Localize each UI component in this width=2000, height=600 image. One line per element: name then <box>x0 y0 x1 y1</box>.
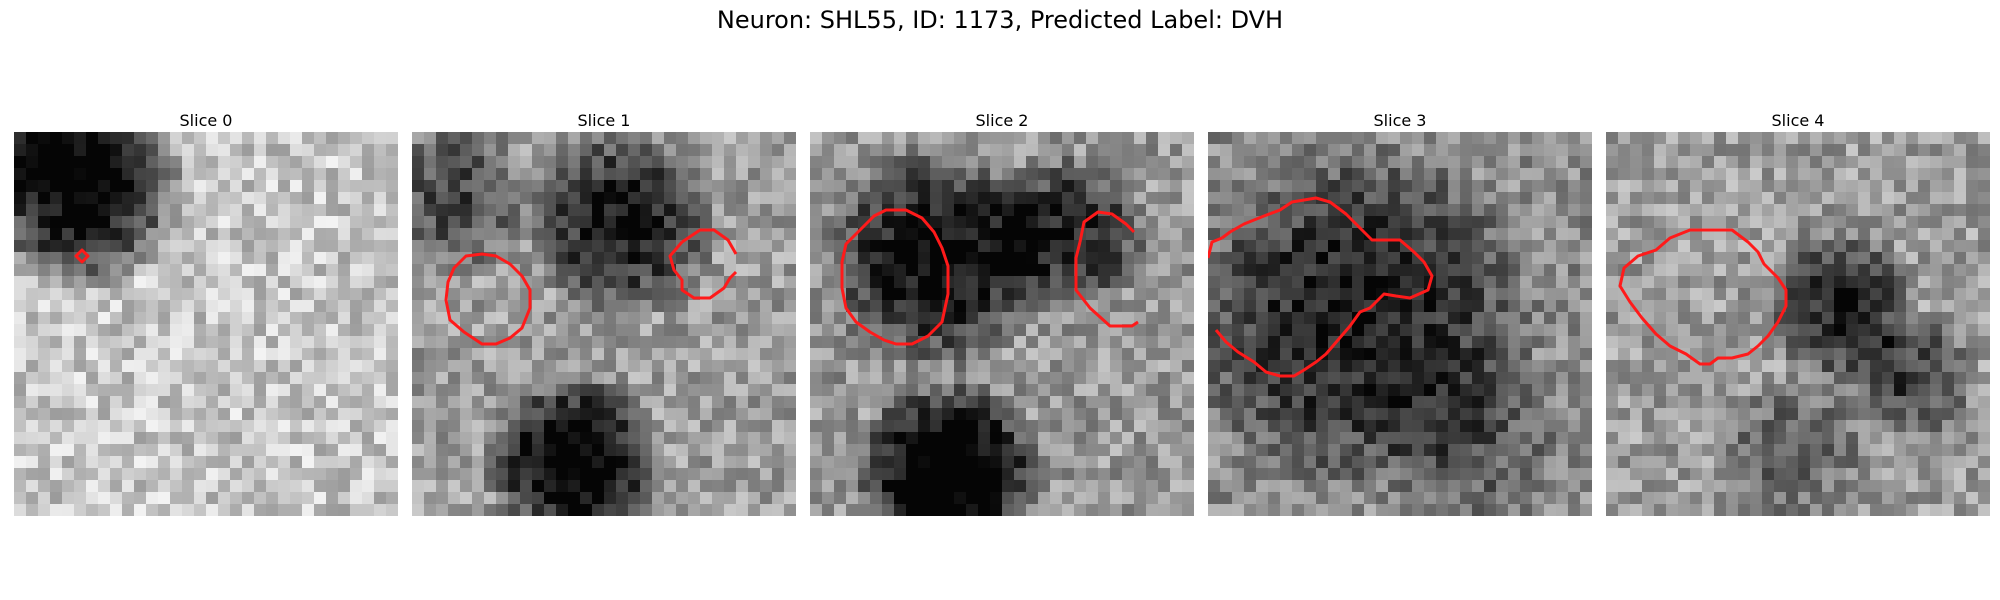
slice-panel-0: Slice 0 <box>14 110 398 516</box>
slice-title: Slice 3 <box>1373 111 1427 130</box>
slice-image <box>1208 132 1592 516</box>
roi-contour <box>1618 228 1788 366</box>
pixel-grid <box>412 132 796 516</box>
roi-contour <box>1214 196 1434 378</box>
slice-image <box>810 132 1194 516</box>
figure-title: Neuron: SHL55, ID: 1173, Predicted Label… <box>716 6 1284 34</box>
slice-title: Slice 1 <box>577 111 631 130</box>
slice-image <box>412 132 796 516</box>
roi-contour <box>1074 210 1139 328</box>
roi-contour <box>1208 236 1223 259</box>
pixel-grid <box>14 132 398 516</box>
roi-contour <box>74 248 90 264</box>
slice-image <box>1606 132 1990 516</box>
roi-contour <box>444 252 532 346</box>
slice-panel-1: Slice 1 <box>412 110 796 516</box>
pixel-grid <box>1606 132 1990 516</box>
pixel-grid <box>810 132 1194 516</box>
slice-title: Slice 2 <box>975 111 1029 130</box>
slice-title: Slice 0 <box>179 111 233 130</box>
slice-panel-2: Slice 2 <box>810 110 1194 516</box>
slice-title: Slice 4 <box>1771 111 1825 130</box>
slice-panel-3: Slice 3 <box>1208 110 1592 516</box>
pixel-grid <box>1208 132 1592 516</box>
slice-image <box>14 132 398 516</box>
roi-contour <box>840 208 950 346</box>
slice-panel-4: Slice 4 <box>1606 110 1990 516</box>
roi-contour <box>668 228 738 300</box>
